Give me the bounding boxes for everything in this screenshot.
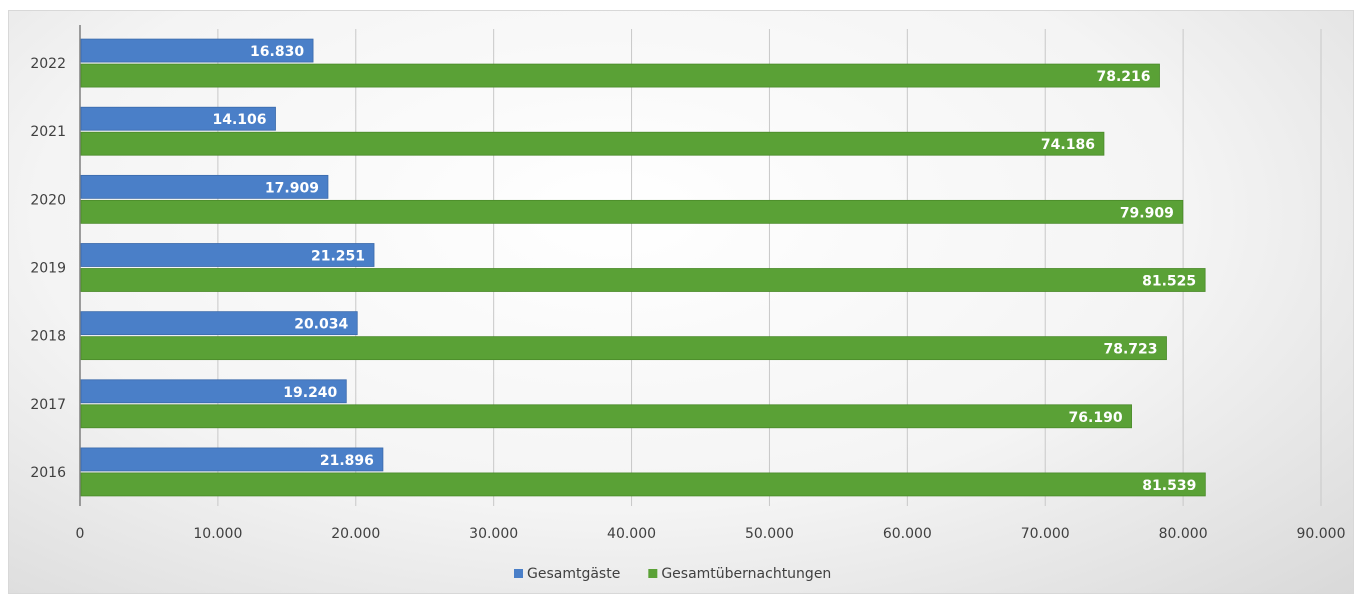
x-tick-label: 60.000: [883, 526, 932, 542]
category-label: 2019: [30, 261, 66, 277]
bar-gesamtuebernachtungen: [80, 63, 1160, 88]
x-tick-label: 80.000: [1159, 526, 1208, 542]
x-tick-label: 10.000: [193, 526, 242, 542]
x-tick-label: 90.000: [1297, 526, 1346, 542]
data-label: 17.909: [265, 180, 319, 196]
data-label: 81.539: [1142, 478, 1196, 494]
legend-swatch: [514, 569, 523, 578]
bar-gesamtgaeste: [80, 447, 384, 472]
bar-gesamtgaeste: [80, 106, 276, 131]
category-label: 2022: [30, 56, 66, 72]
bar-gesamtgaeste: [80, 243, 375, 267]
x-tick-label: 0: [76, 526, 85, 542]
category-label: 2016: [30, 465, 66, 481]
x-tick-label: 20.000: [331, 526, 380, 542]
legend-entry: Gesamtgäste: [527, 566, 620, 582]
data-label: 74.186: [1041, 137, 1095, 153]
data-label: 21.896: [320, 453, 374, 469]
data-label: 20.034: [294, 317, 348, 333]
data-label: 21.251: [311, 249, 365, 265]
data-label: 81.525: [1142, 274, 1196, 290]
legend: Gesamtgäste Gesamtübernachtungen: [514, 566, 831, 582]
chart-area: 0 10.000 20.000 30.000 40.000 50.000 60.000 70.…: [8, 10, 1354, 594]
data-label: 14.106: [212, 112, 266, 128]
category-label: 2020: [30, 192, 66, 208]
bar-gesamtgaeste: [80, 38, 314, 63]
legend-swatch: [648, 569, 658, 578]
bar-chart: 0 10.000 20.000 30.000 40.000 50.000 60.000 70.…: [30, 25, 1346, 582]
data-label: 76.190: [1069, 410, 1123, 426]
bar-gesamtgaeste: [80, 174, 329, 199]
bar-gesamtuebernachtungen: [80, 268, 1206, 292]
data-label: 78.216: [1096, 69, 1150, 85]
data-label: 78.723: [1103, 342, 1157, 358]
legend-entry: Gesamtübernachtungen: [661, 566, 831, 582]
bar-gesamtuebernachtungen: [80, 404, 1132, 429]
x-tick-label: 50.000: [745, 526, 794, 542]
bar-gesamtuebernachtungen: [80, 336, 1167, 361]
x-tick-label: 30.000: [469, 526, 518, 542]
category-label: 2021: [30, 124, 66, 140]
bar-gesamtuebernachtungen: [80, 472, 1206, 497]
data-label: 79.909: [1120, 205, 1174, 221]
data-label: 19.240: [283, 385, 337, 401]
category-label: 2017: [30, 397, 66, 413]
bar-gesamtgaeste: [80, 311, 358, 336]
x-tick-label: 40.000: [607, 526, 656, 542]
bar-gesamtuebernachtungen: [80, 131, 1105, 156]
data-label: 16.830: [250, 44, 304, 60]
bar-gesamtuebernachtungen: [80, 199, 1184, 224]
bar-gesamtgaeste: [80, 379, 347, 404]
category-label: 2018: [30, 329, 66, 345]
x-tick-label: 70.000: [1021, 526, 1070, 542]
